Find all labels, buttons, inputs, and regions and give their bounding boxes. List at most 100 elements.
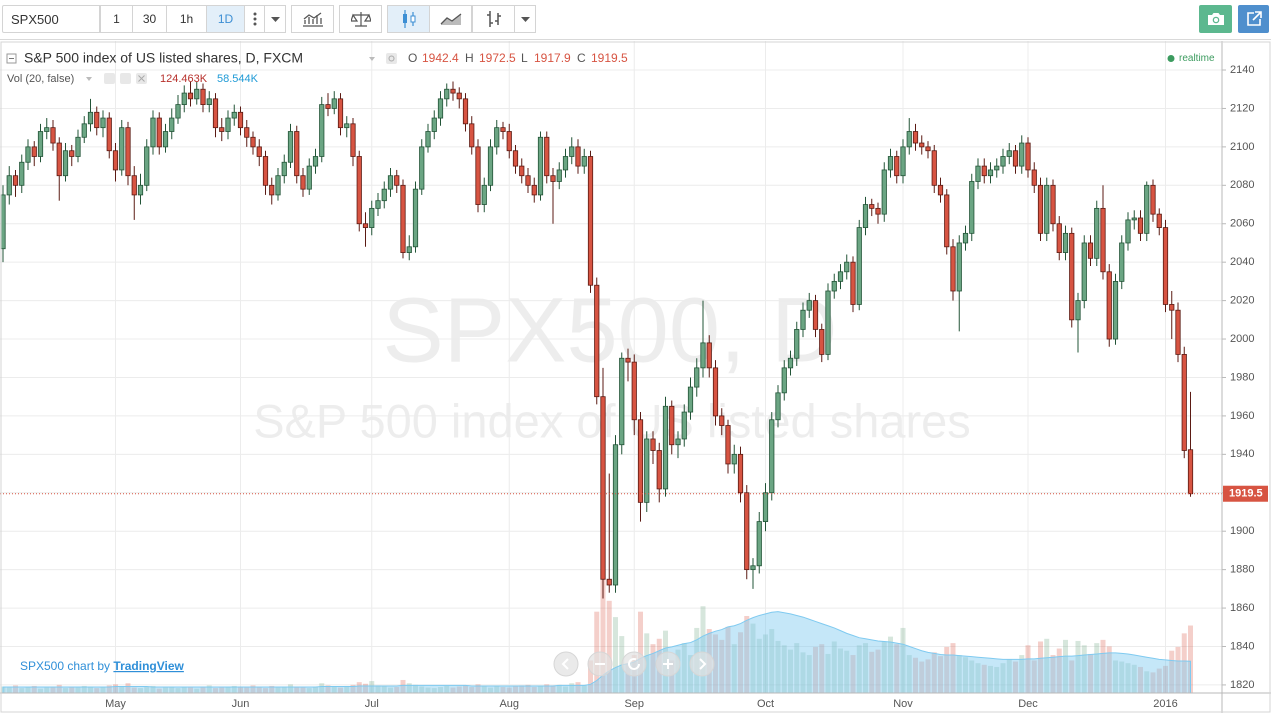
- candle-body: [12, 175, 19, 186]
- candle-body: [894, 156, 900, 177]
- volume-bar: [425, 687, 431, 693]
- candle-body: [106, 117, 112, 152]
- candle-body: [1119, 242, 1125, 282]
- volume-bar: [688, 655, 693, 693]
- candle-body: [800, 309, 806, 330]
- candle-body: [1156, 213, 1162, 228]
- candle-body: [575, 146, 581, 167]
- volume-bar: [238, 686, 243, 693]
- bars-style-button[interactable]: [472, 5, 515, 33]
- area-style-button[interactable]: [429, 5, 472, 33]
- volume-bar: [288, 684, 293, 693]
- volume-bar: [625, 663, 631, 693]
- candle-body: [200, 88, 206, 106]
- volume-bar: [969, 660, 975, 693]
- volume-bar: [681, 643, 687, 693]
- volume-bar: [125, 683, 131, 693]
- candle-body: [469, 123, 475, 148]
- symbol-input[interactable]: SPX500: [2, 5, 100, 33]
- volume-bar: [1175, 646, 1181, 693]
- volume-bar: [1063, 639, 1068, 693]
- attribution-link[interactable]: TradingView: [113, 659, 184, 673]
- interval-dropdown[interactable]: [264, 5, 286, 33]
- interval-button[interactable]: 1h: [166, 5, 207, 33]
- volume-bar: [469, 687, 475, 693]
- volume-bar: [219, 687, 225, 693]
- candle-body: [750, 565, 756, 571]
- reset-button[interactable]: [621, 651, 647, 677]
- candle-body: [737, 453, 744, 494]
- volume-format-icon[interactable]: [120, 73, 131, 84]
- volume-bar: [494, 686, 500, 693]
- candle-body: [494, 127, 500, 148]
- volume-bar: [544, 684, 550, 693]
- volume-dropdown[interactable]: [86, 77, 92, 81]
- volume-bar: [213, 688, 218, 693]
- snapshot-button[interactable]: [1199, 5, 1232, 33]
- volume-bar: [725, 626, 731, 693]
- interval-button[interactable]: 1D: [206, 5, 245, 33]
- scroll-right-button[interactable]: [689, 651, 715, 677]
- interval-button[interactable]: 1: [100, 5, 133, 33]
- more-intervals-button[interactable]: [244, 5, 265, 33]
- volume-bar: [1181, 633, 1187, 693]
- settings-icon[interactable]: [386, 53, 397, 64]
- candle-body: [1175, 309, 1181, 355]
- y-tick-label: 1860: [1230, 602, 1254, 614]
- candle-body: [581, 156, 587, 167]
- scroll-left-button[interactable]: [553, 651, 579, 677]
- volume-bar: [488, 687, 493, 693]
- volume-bar: [1006, 659, 1012, 693]
- candle-body: [756, 521, 762, 567]
- x-tick-label: Oct: [757, 698, 774, 710]
- style-dropdown[interactable]: [514, 5, 536, 33]
- candle-body: [656, 450, 662, 490]
- candle-body: [744, 492, 750, 571]
- candle-body: [1106, 271, 1112, 340]
- candles-style-button[interactable]: [387, 5, 430, 33]
- volume-bar: [825, 653, 831, 693]
- popout-button[interactable]: [1238, 5, 1269, 33]
- indicators-button[interactable]: [291, 5, 334, 33]
- candle-body: [181, 92, 187, 106]
- candle-body: [900, 146, 906, 177]
- volume-bar: [769, 629, 775, 693]
- volume-bar: [481, 685, 487, 693]
- volume-settings-icon[interactable]: [104, 73, 115, 84]
- candle-body: [719, 415, 725, 426]
- volume-bar: [781, 645, 787, 693]
- volume-bar: [175, 688, 181, 693]
- volume-bar: [438, 687, 443, 693]
- candle-body: [925, 146, 931, 152]
- candle-body: [569, 146, 575, 157]
- volume-bar: [1138, 666, 1143, 693]
- candle-body: [175, 104, 181, 119]
- candle-body: [387, 175, 394, 190]
- title-dropdown[interactable]: [369, 57, 375, 61]
- volume-bar: [88, 686, 93, 693]
- candle-body: [125, 127, 131, 177]
- volume-bar: [981, 664, 987, 693]
- candle-body: [375, 200, 381, 209]
- candle-body: [812, 300, 819, 330]
- volume-bar: [338, 687, 343, 693]
- volume-bar: [119, 686, 125, 693]
- candle-body: [244, 127, 250, 138]
- candle-body: [1162, 227, 1169, 305]
- candle-body: [681, 411, 687, 440]
- volume-bar: [650, 644, 656, 693]
- volume-bar: [744, 616, 750, 693]
- candle-body: [1150, 184, 1156, 215]
- volume-bar: [1075, 640, 1081, 693]
- candle-body: [981, 165, 987, 177]
- volume-bar: [263, 688, 268, 693]
- volume-bar: [988, 665, 993, 693]
- candle-body: [969, 181, 975, 234]
- series-title: S&P 500 index of US listed shares, D, FX…: [24, 50, 303, 66]
- volume-bar: [638, 611, 643, 693]
- candle-body: [550, 175, 556, 182]
- compare-button[interactable]: [339, 5, 382, 33]
- interval-button[interactable]: 30: [132, 5, 167, 33]
- volume-bar: [381, 686, 387, 693]
- volume-bar: [581, 685, 587, 693]
